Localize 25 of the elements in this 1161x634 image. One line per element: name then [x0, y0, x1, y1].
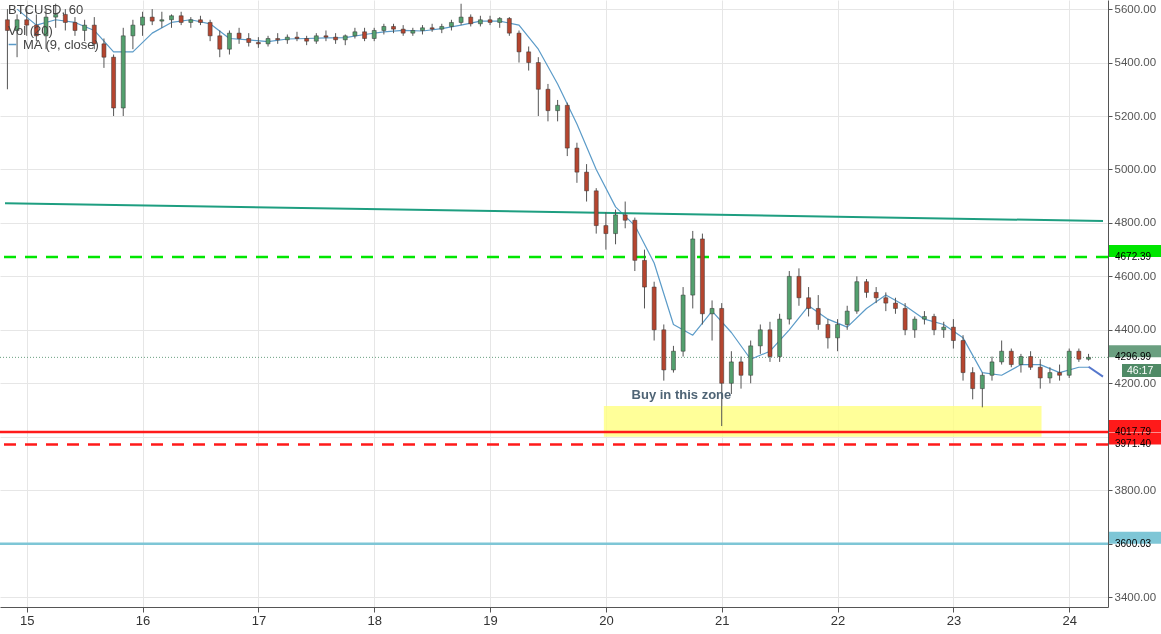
- text: 46:17: [1127, 363, 1154, 376]
- x-tick-label: 24: [1062, 612, 1077, 628]
- y-tick-label: 4600.00: [1114, 269, 1157, 282]
- x-tick-label: 23: [946, 612, 962, 628]
- y-tick-label: 4400.00: [1114, 323, 1157, 336]
- x-tick-label: 18: [367, 612, 382, 628]
- y-tick-label: 5400.00: [1114, 56, 1157, 69]
- ref-line-label: 4017.79: [1115, 425, 1152, 437]
- x-tick-label: 15: [19, 612, 35, 628]
- y-tick-label: 5200.00: [1114, 109, 1157, 122]
- x-tick-label: 19: [483, 612, 498, 628]
- y-tick-label: 4200.00: [1114, 376, 1157, 389]
- y-tick-label: 5600.00: [1114, 2, 1157, 15]
- y-tick-label: 5000.00: [1114, 162, 1157, 175]
- x-tick-label: 21: [714, 612, 730, 628]
- ref-line-label: 4296.99: [1115, 351, 1152, 363]
- x-tick-label: 22: [830, 612, 846, 628]
- ref-line-label: 3600.03: [1115, 537, 1152, 549]
- y-tick-label: 4800.00: [1114, 216, 1157, 229]
- x-tick-label: 20: [599, 612, 614, 628]
- y-tick-label: 3400.00: [1114, 590, 1157, 603]
- ref-line-label: 4672.39: [1115, 251, 1152, 263]
- x-tick-label: 16: [135, 612, 151, 628]
- y-tick-label: 3800.00: [1114, 483, 1157, 496]
- x-tick-label: 17: [251, 612, 267, 628]
